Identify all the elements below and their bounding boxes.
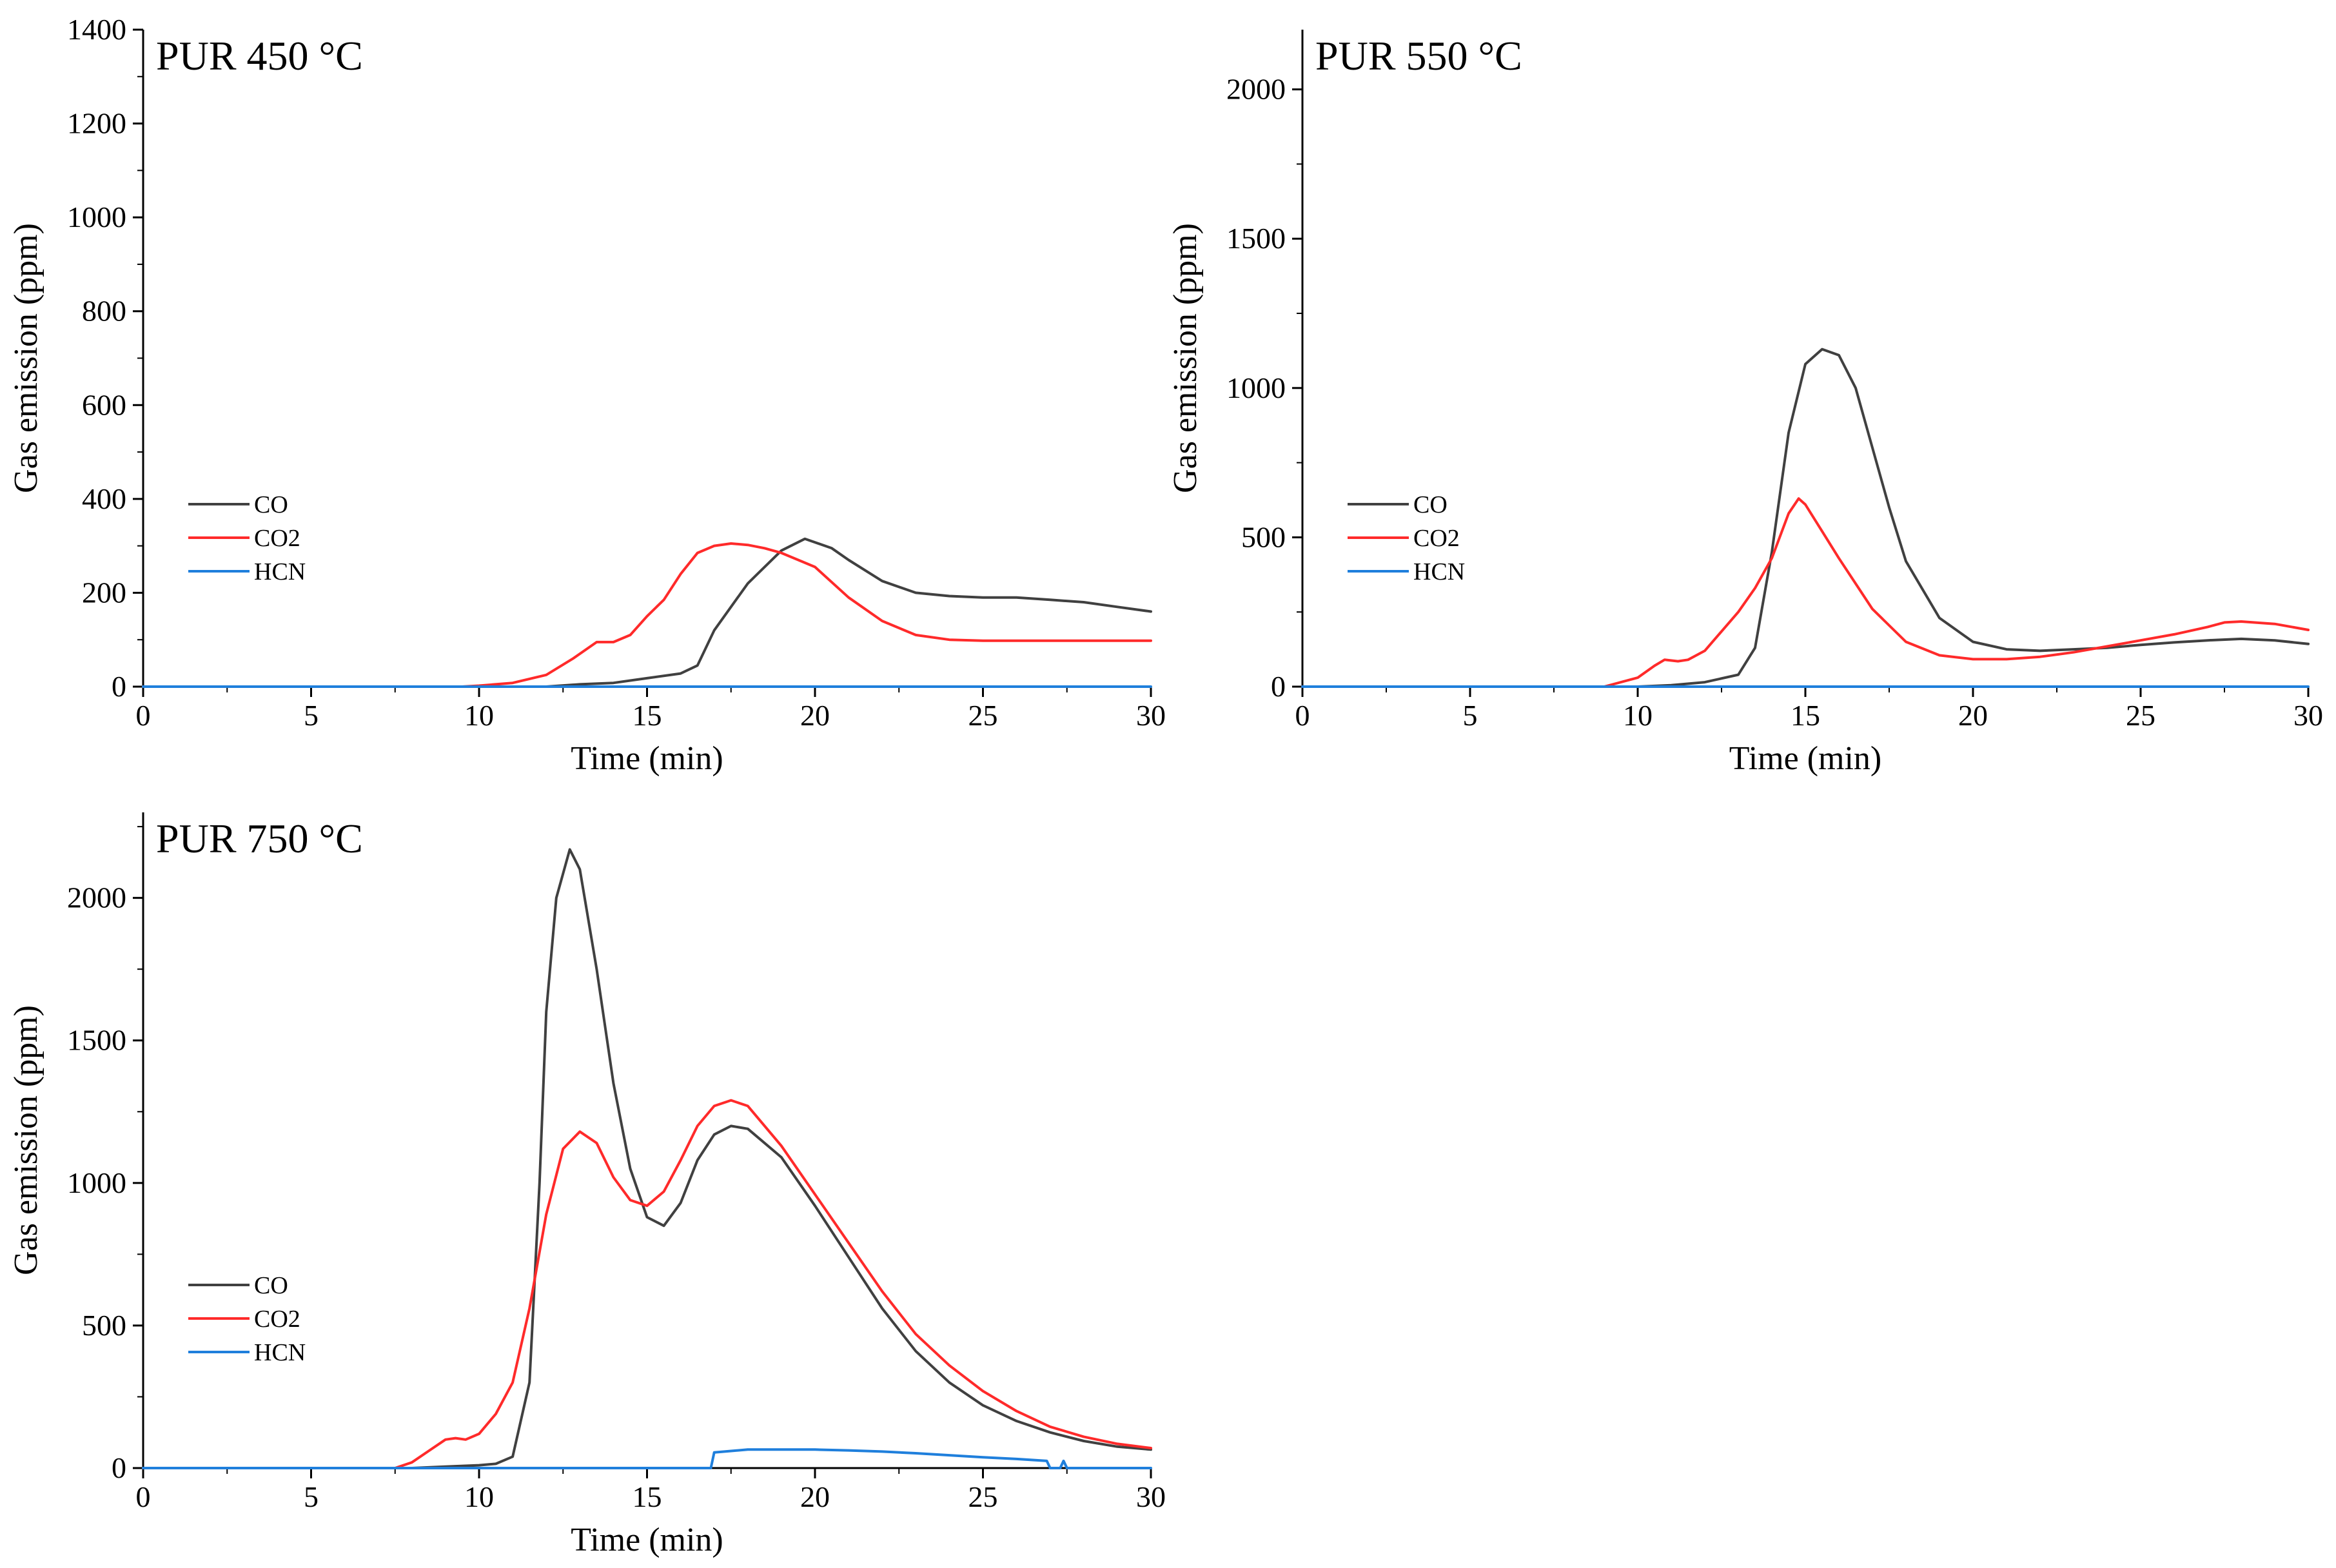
y-tick-label: 2000 xyxy=(67,881,126,914)
y-axis-title: Gas emission (ppm) xyxy=(8,1005,44,1275)
y-tick-label: 400 xyxy=(82,482,126,515)
series-line-co2 xyxy=(1301,497,2310,688)
y-tick-label: 1200 xyxy=(67,107,126,140)
legend-label-co: CO xyxy=(254,491,288,518)
y-tick-label: 2000 xyxy=(1226,73,1286,106)
legend-label-hcn: HCN xyxy=(1413,558,1465,585)
y-tick-label: 500 xyxy=(82,1309,126,1342)
x-tick-label: 10 xyxy=(464,1480,494,1513)
panel-title: PUR 750 °C xyxy=(156,816,363,861)
y-tick-label: 1500 xyxy=(67,1024,126,1057)
x-tick-label: 25 xyxy=(2126,699,2155,732)
legend-label-co: CO xyxy=(254,1272,288,1299)
x-tick-label: 20 xyxy=(800,1480,830,1513)
x-tick-label: 0 xyxy=(1295,699,1310,732)
x-tick-label: 30 xyxy=(2293,699,2323,732)
legend-label-hcn: HCN xyxy=(254,1339,306,1366)
y-tick-label: 1000 xyxy=(67,1166,126,1199)
y-tick-label: 600 xyxy=(82,388,126,421)
panel-title: PUR 550 °C xyxy=(1315,33,1522,79)
panel-title: PUR 450 °C xyxy=(156,33,363,79)
x-tick-label: 15 xyxy=(1791,699,1820,732)
y-tick-label: 1500 xyxy=(1226,222,1286,255)
x-tick-label: 5 xyxy=(304,699,319,732)
y-tick-label: 0 xyxy=(112,670,126,703)
series-line-co xyxy=(142,537,1152,688)
legend-label-hcn: HCN xyxy=(254,558,306,585)
x-tick-label: 20 xyxy=(1958,699,1988,732)
y-tick-label: 0 xyxy=(112,1451,126,1484)
x-axis-title: Time (min) xyxy=(1729,740,1881,777)
y-tick-label: 200 xyxy=(82,576,126,609)
y-tick-label: 1400 xyxy=(67,13,126,46)
x-tick-label: 15 xyxy=(633,1480,662,1513)
x-tick-label: 10 xyxy=(464,699,494,732)
y-tick-label: 800 xyxy=(82,295,126,328)
y-tick-label: 1000 xyxy=(67,201,126,233)
x-tick-label: 10 xyxy=(1623,699,1653,732)
x-tick-label: 30 xyxy=(1136,699,1166,732)
chart-pur-550: 0 5 10 15 20 25 30 0 500 1000 1500 2000 Time (min) Ga… xyxy=(1167,30,2323,777)
y-tick-label: 500 xyxy=(1241,520,1286,553)
legend-label-co2: CO2 xyxy=(1413,525,1460,552)
series-line-co2 xyxy=(142,542,1152,688)
legend-label-co: CO xyxy=(1413,491,1448,518)
x-tick-label: 0 xyxy=(136,699,151,732)
x-tick-label: 5 xyxy=(1463,699,1478,732)
chart-pur-750: 0 5 10 15 20 25 30 0 500 1000 1500 2000 Time (min) Ga… xyxy=(8,812,1166,1558)
series-line-hcn xyxy=(142,1448,1152,1469)
legend-label-co2: CO2 xyxy=(254,525,300,552)
x-tick-label: 25 xyxy=(968,1480,998,1513)
x-axis-title: Time (min) xyxy=(571,1522,723,1558)
series-line-co xyxy=(1301,348,2310,688)
x-axis-title: Time (min) xyxy=(571,740,723,777)
series-line-co2 xyxy=(142,1099,1152,1469)
y-axis-title: Gas emission (ppm) xyxy=(1167,223,1204,493)
y-axis-title: Gas emission (ppm) xyxy=(8,223,44,493)
series-line-co xyxy=(142,848,1152,1469)
y-tick-label: 1000 xyxy=(1226,371,1286,404)
x-tick-label: 25 xyxy=(968,699,998,732)
x-tick-label: 20 xyxy=(800,699,830,732)
x-tick-label: 5 xyxy=(304,1480,319,1513)
legend-label-co2: CO2 xyxy=(254,1306,300,1333)
x-tick-label: 15 xyxy=(633,699,662,732)
y-tick-label: 0 xyxy=(1271,670,1286,703)
chart-pur-450: 0 5 10 15 20 25 30 0 200 400 600 800 1000 1200 1400 Tim… xyxy=(8,13,1166,777)
x-tick-label: 0 xyxy=(136,1480,151,1513)
x-tick-label: 30 xyxy=(1136,1480,1166,1513)
